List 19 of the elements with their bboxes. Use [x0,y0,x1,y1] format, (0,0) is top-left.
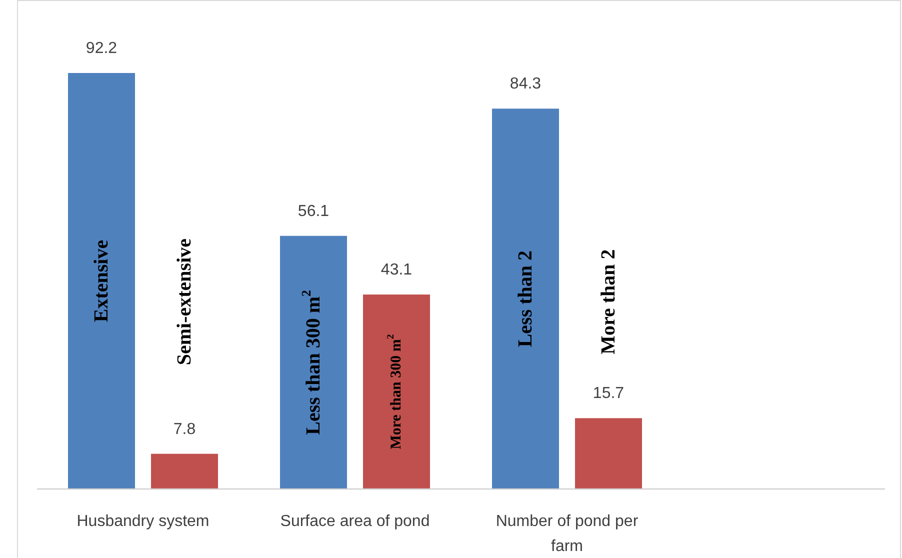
bar [363,294,430,489]
annotation: Semi-extensive [174,238,196,366]
bar [151,454,218,489]
data-label: 7.8 [173,420,196,438]
bar [68,73,135,489]
data-label: 92.2 [86,40,118,57]
bar [492,108,559,489]
bar [575,418,642,489]
annotation: Extensive [90,240,112,322]
data-label: 84.3 [510,76,542,93]
x-tick-label: Surface area of pond [280,513,430,530]
annotation: More than 2 [598,249,620,354]
data-label: 56.1 [298,202,330,220]
bar [280,236,347,489]
annotation: Less than 2 [514,250,536,348]
x-tick-label: Husbandry system [76,513,210,530]
data-label: 15.7 [592,385,624,402]
x-tick-label: Number of pond per farm [496,513,639,555]
data-label: 43.1 [380,262,412,279]
